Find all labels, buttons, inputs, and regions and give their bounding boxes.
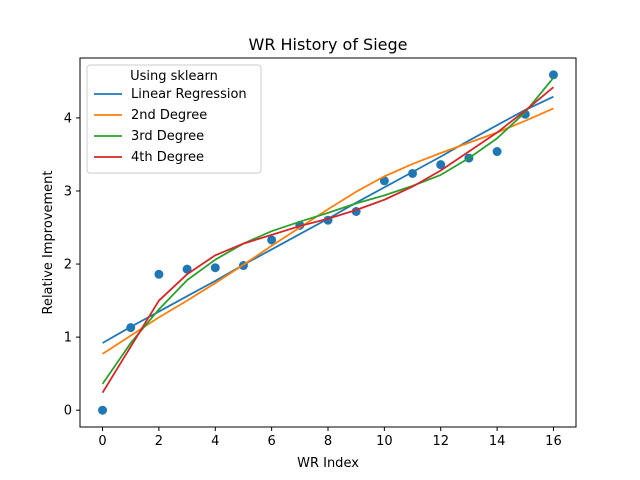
y-tick-label: 2 bbox=[64, 258, 72, 273]
legend-entry: 4th Degree bbox=[131, 150, 204, 165]
legend-entry: 3rd Degree bbox=[131, 129, 204, 144]
legend-box bbox=[86, 64, 262, 174]
series-line-2nd-degree bbox=[102, 107, 554, 355]
chart-title: WR History of Siege bbox=[249, 35, 408, 54]
legend: Using sklearn Linear Regression 2nd Degree… bbox=[86, 64, 262, 174]
data-point bbox=[267, 235, 277, 245]
data-point bbox=[154, 269, 164, 279]
data-point bbox=[436, 160, 446, 170]
legend-entry: Linear Regression bbox=[131, 87, 247, 102]
x-tick-label: 4 bbox=[211, 434, 219, 449]
x-tick-label: 14 bbox=[489, 434, 506, 449]
x-tick-label: 10 bbox=[376, 434, 393, 449]
y-tick-label: 4 bbox=[64, 111, 72, 126]
series-lines bbox=[98, 70, 558, 415]
data-point bbox=[548, 70, 558, 80]
legend-entry: 2nd Degree bbox=[131, 108, 207, 123]
y-tick-label: 3 bbox=[64, 184, 72, 199]
data-point bbox=[182, 264, 192, 274]
x-tick-label: 6 bbox=[267, 434, 275, 449]
data-point bbox=[492, 147, 502, 157]
y-tick-label: 0 bbox=[64, 404, 72, 419]
series-line-4th-degree bbox=[101, 86, 555, 394]
x-tick-label: 16 bbox=[545, 434, 562, 449]
x-tick-label: 12 bbox=[432, 434, 449, 449]
x-tick-label: 8 bbox=[324, 434, 332, 449]
x-tick-label: 2 bbox=[155, 434, 163, 449]
plot-content bbox=[98, 70, 558, 415]
y-axis-label: Relative Improvement bbox=[41, 170, 56, 314]
data-point bbox=[98, 405, 108, 415]
x-tick-label: 0 bbox=[98, 434, 106, 449]
data-point bbox=[210, 263, 220, 273]
x-axis-label: WR Index bbox=[297, 456, 359, 471]
legend-title: Using sklearn bbox=[130, 69, 218, 84]
series-line-3rd-degree bbox=[101, 77, 555, 385]
y-tick-label: 1 bbox=[64, 331, 72, 346]
